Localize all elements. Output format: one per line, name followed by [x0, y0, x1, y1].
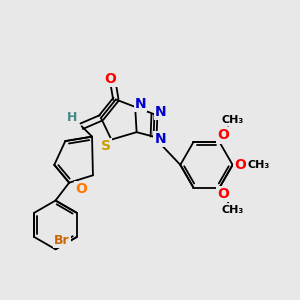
Text: S: S	[101, 139, 111, 153]
Text: CH₃: CH₃	[248, 160, 270, 170]
Text: O: O	[75, 182, 87, 196]
Text: N: N	[155, 105, 167, 119]
Text: Br: Br	[54, 234, 70, 247]
Text: H: H	[67, 111, 77, 124]
Text: O: O	[218, 128, 230, 142]
Text: CH₃: CH₃	[221, 205, 244, 215]
Text: N: N	[135, 97, 146, 111]
Text: CH₃: CH₃	[221, 115, 244, 124]
Text: O: O	[104, 72, 116, 86]
Text: O: O	[218, 187, 230, 201]
Text: O: O	[234, 158, 246, 172]
Text: N: N	[154, 132, 166, 146]
